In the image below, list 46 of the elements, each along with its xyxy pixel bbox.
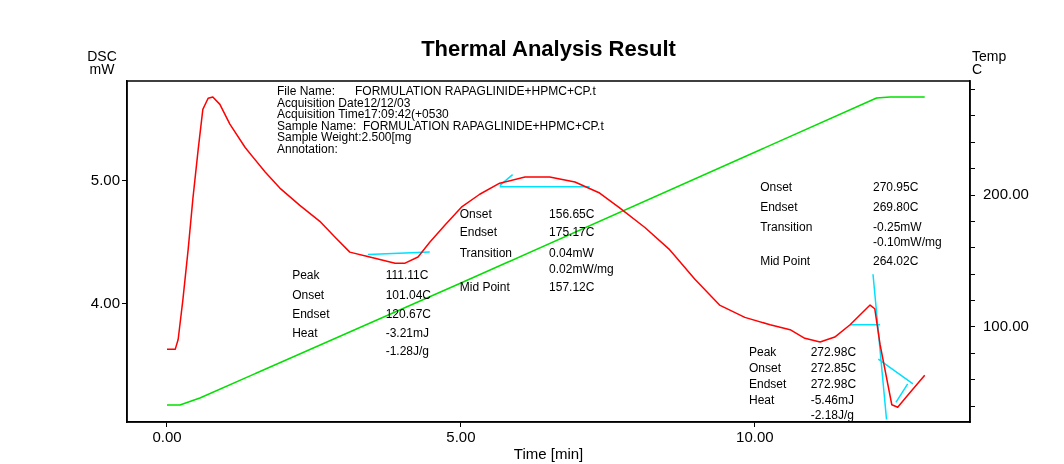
annotation: Onset [292,287,325,302]
annotation: Endset [459,224,498,239]
annotation: -0.10mW/mg [873,234,942,249]
annotation: -1.28J/g [385,344,430,359]
annotation: 120.67C [385,307,432,322]
annotation: 272.85C [810,361,857,376]
annotation: Transition [760,219,813,234]
annotation: Endset [760,200,799,215]
annotation: 156.65C [549,207,595,222]
annotation: Onset [760,180,793,195]
x-tick-label: 5.00 [446,428,476,446]
annotation: Transition [459,245,512,260]
x-axis-title: Time [min] [513,445,584,463]
annotation: 272.98C [810,377,857,392]
annotation: Mid Point [459,280,511,295]
annotation: Onset [748,361,782,376]
annotation: Mid Point [760,254,811,269]
y2-tick-label: 100.00 [983,317,1029,335]
y2-axis-title: Temp C [972,48,1007,77]
annotation: -3.21mJ [385,325,430,340]
chart-title: Thermal Analysis Result [421,36,677,62]
annotation: -5.46mJ [810,393,855,408]
annotation: 270.95C [873,180,919,195]
annotation: 272.98C [810,345,857,360]
annotation: Endset [748,377,787,392]
y-tick-label: 4.00 [90,293,120,311]
annotation: 0.02mW/mg [549,261,614,276]
annotation: Peak [748,345,778,360]
annotation: -0.25mW [873,219,923,234]
x-tick-label: 10.00 [736,428,774,446]
y2-tick-label: 200.00 [983,185,1029,203]
annotation: -2.18J/g [810,408,855,423]
y-axis-title: DSC mW [87,48,117,77]
annotation: Endset [292,307,331,322]
annotation: Peak [292,267,321,282]
annotation: 264.02C [873,254,919,269]
annotation: 157.12C [549,280,595,295]
x-tick-label: 0.00 [152,428,182,446]
annotation: 0.04mW [549,245,595,260]
annotation: Heat [292,325,319,340]
annotation: Heat [748,393,775,408]
annotation: Acquisition Time17:09:42(+0530 [277,107,450,122]
annotation: 101.04C [385,287,432,302]
annotation: 111.11C [385,267,429,282]
annotation: 269.80C [873,200,919,215]
annotation: Onset [459,207,493,222]
